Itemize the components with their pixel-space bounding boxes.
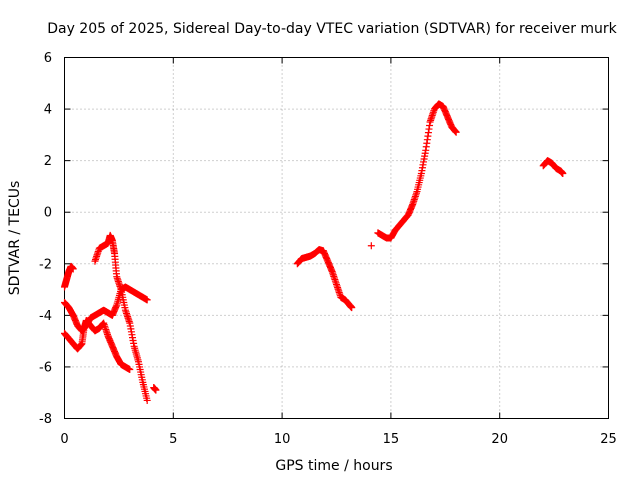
series-arc-h bbox=[374, 100, 460, 242]
data-point bbox=[152, 386, 160, 394]
data-point bbox=[348, 304, 356, 312]
plot-frame bbox=[64, 57, 609, 419]
y-tick-label: -4 bbox=[39, 309, 52, 324]
data-point bbox=[559, 170, 567, 178]
data-points bbox=[61, 100, 567, 404]
chart-title: Day 205 of 2025, Sidereal Day-to-day VTE… bbox=[47, 21, 617, 37]
y-axis-title: SDTVAR / TECUs bbox=[7, 181, 23, 296]
series-arc-c bbox=[61, 317, 134, 374]
y-tick-label: 4 bbox=[44, 103, 52, 118]
y-tick-label: -6 bbox=[39, 360, 52, 375]
x-tick-label: 25 bbox=[600, 432, 617, 447]
x-tick-label: 20 bbox=[491, 432, 508, 447]
series-arc-a bbox=[61, 262, 77, 291]
series-arc-i bbox=[539, 157, 567, 178]
data-point bbox=[143, 396, 151, 404]
grid-lines bbox=[64, 57, 609, 419]
y-tick-label: 2 bbox=[44, 154, 52, 169]
series-arc-d bbox=[91, 231, 151, 404]
data-point bbox=[126, 366, 134, 374]
data-point bbox=[367, 242, 375, 250]
y-tick-label: -8 bbox=[39, 412, 52, 427]
x-tick-label: 5 bbox=[169, 432, 177, 447]
y-tick-label: -2 bbox=[39, 257, 52, 272]
series-arc-e bbox=[150, 384, 160, 394]
axis-ticks bbox=[64, 57, 609, 419]
tick-labels: 0 5 10 15 20 25 -8 -6 -4 -2 0 2 4 6 bbox=[39, 51, 617, 447]
series-arc-f bbox=[293, 246, 356, 312]
x-tick-label: 10 bbox=[274, 432, 291, 447]
data-point bbox=[69, 265, 77, 273]
data-point bbox=[452, 128, 460, 136]
y-tick-label: 6 bbox=[44, 51, 52, 66]
x-tick-label: 0 bbox=[60, 432, 68, 447]
y-tick-label: 0 bbox=[44, 206, 52, 221]
data-point bbox=[143, 296, 151, 304]
series-arc-g bbox=[367, 242, 375, 250]
x-axis-title: GPS time / hours bbox=[275, 458, 392, 474]
x-tick-label: 15 bbox=[383, 432, 400, 447]
